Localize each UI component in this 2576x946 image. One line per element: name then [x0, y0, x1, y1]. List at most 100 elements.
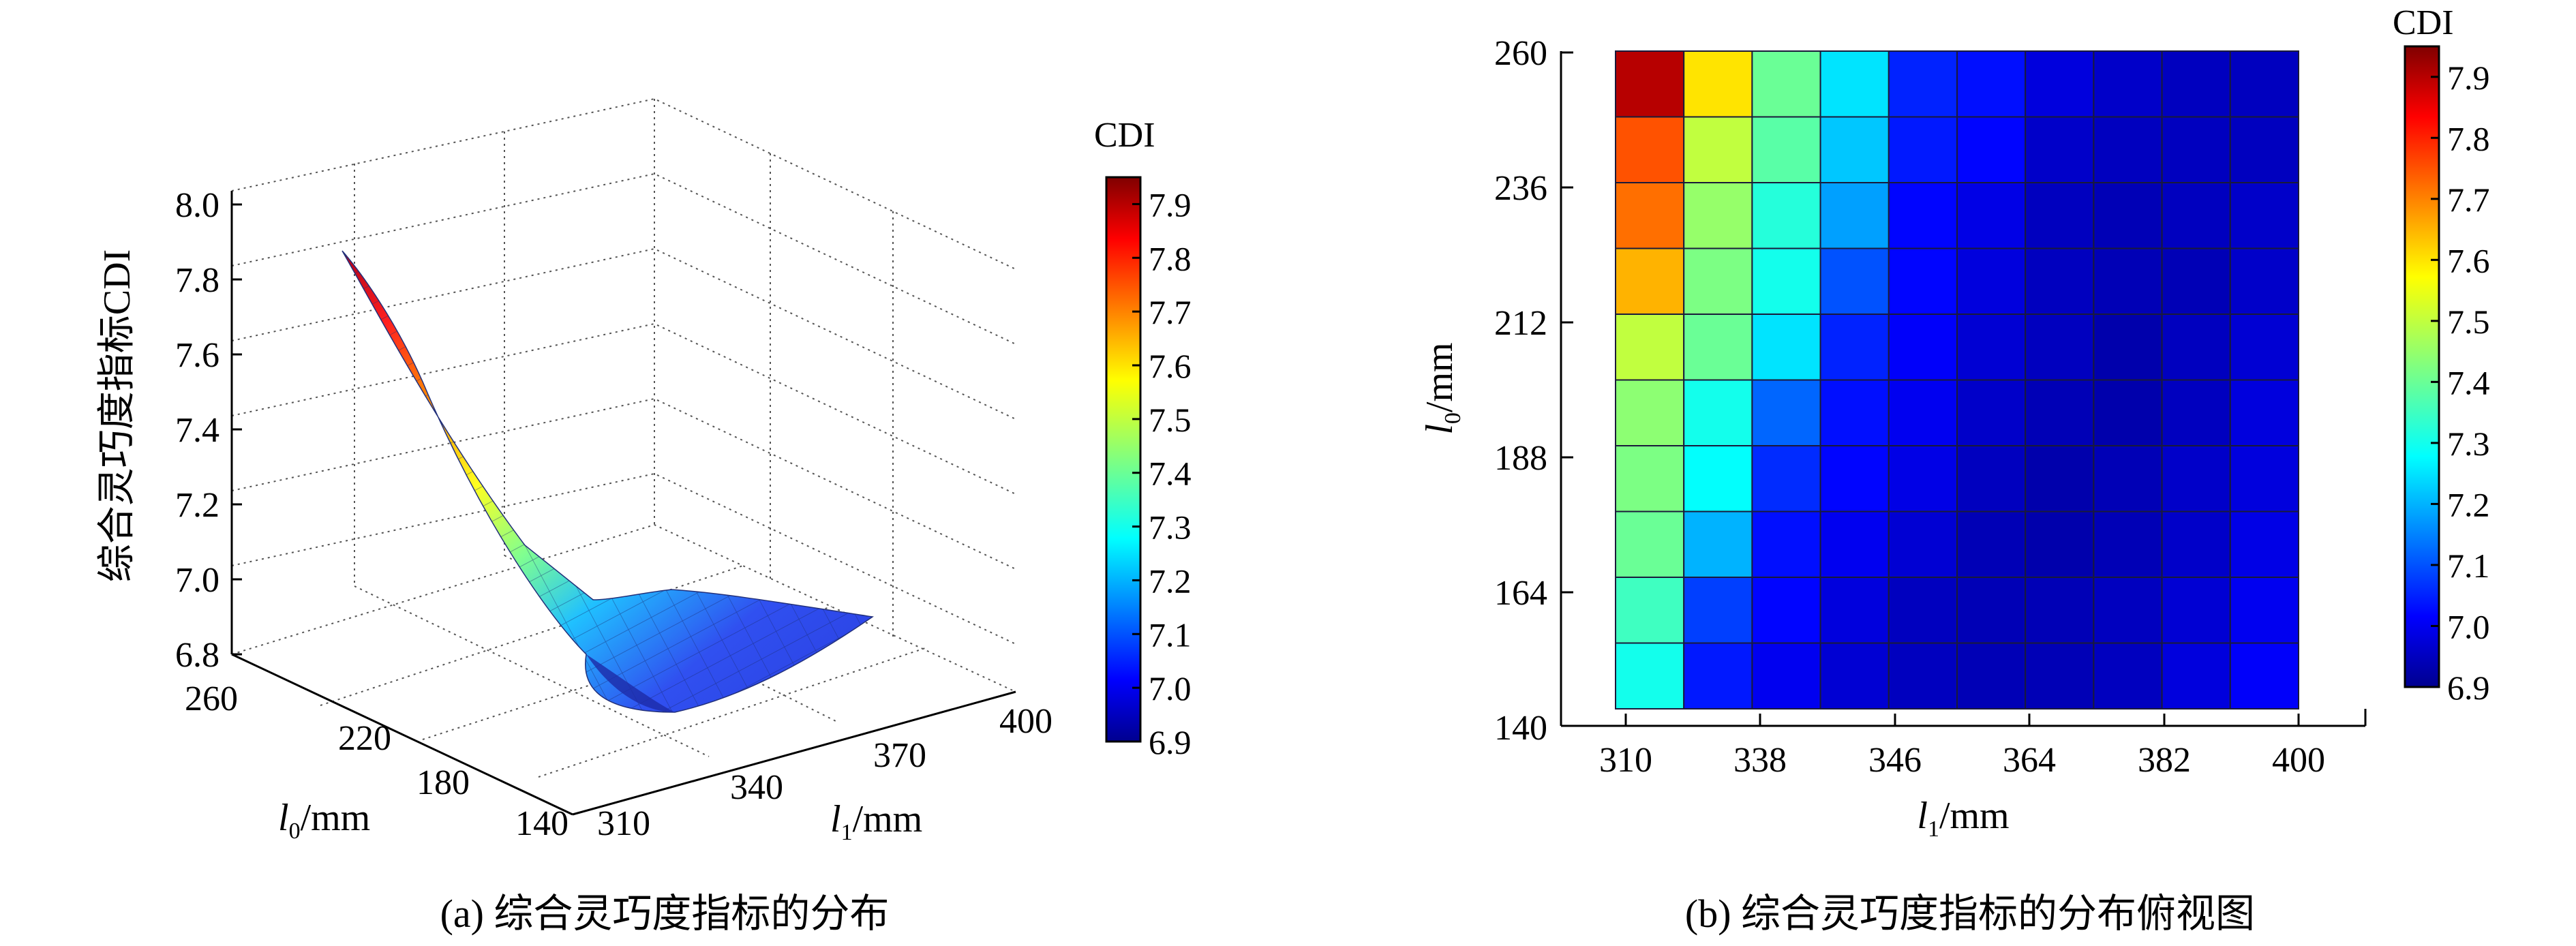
heatmap-cell: [2025, 116, 2095, 183]
heatmap-cell: [1956, 314, 2027, 381]
heatmap-cell: [2093, 642, 2163, 710]
heatmap-cell: [1683, 116, 1753, 183]
x-tick-label: 310: [1599, 741, 1652, 780]
y-tick-label: 164: [1494, 574, 1547, 613]
heatmap-cell: [1615, 116, 1685, 183]
panel-b-colorbar: CDI 6.9 7.0 7.1 7.2 7.3 7.4 7.5 7.6 7.7 7.8 7.9: [2393, 3, 2490, 707]
heatmap-cell: [2161, 379, 2231, 446]
heatmap-cell: [2229, 445, 2300, 513]
heatmap-cell: [2161, 116, 2231, 183]
y-tick-label: 180: [416, 763, 470, 802]
heatmap-cell: [2093, 182, 2163, 249]
heatmap-cell: [2025, 445, 2095, 513]
panel-a: 8.0 7.8 7.6 7.4 7.2 7.0 6.8 综合灵巧度指标CDI 2…: [96, 97, 1192, 936]
heatmap-cell: [1888, 314, 1958, 381]
colorbar-tick-label: 7.0: [2447, 607, 2490, 645]
colorbar-tick-label: 7.9: [2447, 59, 2490, 97]
colorbar-tick-label: 7.1: [2447, 547, 2490, 585]
panel-b-caption: (b) 综合灵巧度指标的分布俯视图: [1685, 891, 2255, 936]
heatmap-cell: [1683, 445, 1753, 513]
z-tick-label: 7.8: [175, 261, 219, 300]
heatmap-cell: [2229, 50, 2300, 118]
heatmap-cell: [1615, 182, 1685, 249]
colorbar-tick-label: 7.2: [2447, 485, 2490, 523]
heatmap-cell: [1819, 182, 1890, 249]
panel-b: 260 236 212 188 164 140 l0/mm 3: [1419, 3, 2490, 936]
colorbar-tick-label: 7.3: [2447, 425, 2490, 463]
heatmap-cell: [1819, 445, 1890, 513]
heatmap-cell: [1819, 314, 1890, 381]
colorbar-tick-label: 7.8: [1149, 239, 1192, 277]
heatmap-cell: [1683, 577, 1753, 644]
heatmap-cell: [1888, 577, 1958, 644]
heatmap-cell: [2161, 247, 2231, 315]
heatmap-cell: [1956, 247, 2027, 315]
heatmap-cell: [1683, 50, 1753, 118]
panel-b-ylabel: l0/mm: [1419, 342, 1466, 434]
heatmap-cell: [1888, 182, 1958, 249]
heatmap-cell: [2161, 510, 2231, 578]
heatmap-cell: [1615, 445, 1685, 513]
heatmap-cell: [1751, 50, 1821, 118]
z-tick-label: 7.6: [175, 336, 219, 375]
x-tick-label: 346: [1868, 741, 1922, 780]
panel-b-x-tick-labels: 310 338 346 364 382 400: [1599, 741, 2325, 780]
heatmap-cell: [1888, 642, 1958, 710]
heatmap-cell: [1683, 314, 1753, 381]
heatmap-cell: [1615, 510, 1685, 578]
heatmap-cell: [1956, 577, 2027, 644]
z-tick-label: 7.4: [175, 411, 219, 450]
colorbar-title: CDI: [1094, 116, 1155, 155]
colorbar-title: CDI: [2393, 3, 2454, 42]
heatmap-cell: [1888, 510, 1958, 578]
colorbar-tick-label: 6.9: [2447, 669, 2490, 707]
z-tick-label: 8.0: [175, 186, 219, 225]
colorbar-tick-label: 7.5: [1149, 401, 1192, 439]
heatmap-cell: [1956, 50, 2027, 118]
panel-b-xlabel: l1/mm: [1917, 795, 2009, 842]
panel-a-ylabel: l0/mm: [278, 797, 370, 844]
y-tick-label: 260: [185, 680, 238, 718]
heatmap-cell: [1956, 182, 2027, 249]
panel-a-colorbar: CDI 6.9 7.0 7.1 7.2 7.3 7.4 7.5 7.6 7.7 7.8 7.9: [1094, 116, 1192, 761]
colorbar-tick-label: 7.7: [2447, 181, 2490, 219]
heatmap-cell: [2025, 247, 2095, 315]
panel-a-axes: [230, 191, 1016, 816]
x-tick-label: 340: [730, 768, 783, 807]
colorbar-tick-label: 7.9: [1149, 185, 1192, 224]
heatmap-cell: [2025, 379, 2095, 446]
z-tick-label: 6.8: [175, 636, 219, 675]
colorbar-tick-label: 7.0: [1149, 669, 1192, 707]
panel-a-surface: [342, 250, 874, 713]
heatmap-cell: [2025, 50, 2095, 118]
colorbar-tick-label: 7.5: [2447, 303, 2490, 341]
heatmap-cell: [2093, 379, 2163, 446]
colorbar-tick-label: 7.4: [1149, 455, 1192, 493]
y-tick-label: 188: [1494, 439, 1547, 478]
colorbar-tick-label: 7.4: [2447, 363, 2490, 401]
colorbar-tick-label: 7.7: [1149, 293, 1192, 331]
heatmap-cell: [1888, 116, 1958, 183]
panel-a-x-tick-labels: 310 340 370 400: [597, 702, 1052, 843]
heatmap-cell: [2161, 182, 2231, 249]
y-tick-label: 140: [1494, 709, 1547, 748]
heatmap-cell: [2229, 247, 2300, 315]
heatmap-cell: [1615, 642, 1685, 710]
heatmap-cell: [2161, 314, 2231, 381]
heatmap-cell: [1819, 116, 1890, 183]
heatmap-cell: [2161, 50, 2231, 118]
heatmap-cell: [1751, 116, 1821, 183]
heatmap-cell: [1615, 247, 1685, 315]
panel-b-x-ticks: [1624, 714, 2300, 726]
heatmap-cell: [1819, 577, 1890, 644]
heatmap-cell: [2161, 642, 2231, 710]
heatmap-cell: [2229, 314, 2300, 381]
heatmap-cell: [1683, 510, 1753, 578]
y-tick-label: 212: [1494, 304, 1547, 343]
colorbar-strip: [2404, 45, 2440, 688]
heatmap-cell: [1888, 247, 1958, 315]
heatmap-cell: [1751, 445, 1821, 513]
y-tick-label: 260: [1494, 34, 1547, 73]
colorbar-tick-label: 7.3: [1149, 508, 1192, 547]
heatmap-cell: [1956, 642, 2027, 710]
